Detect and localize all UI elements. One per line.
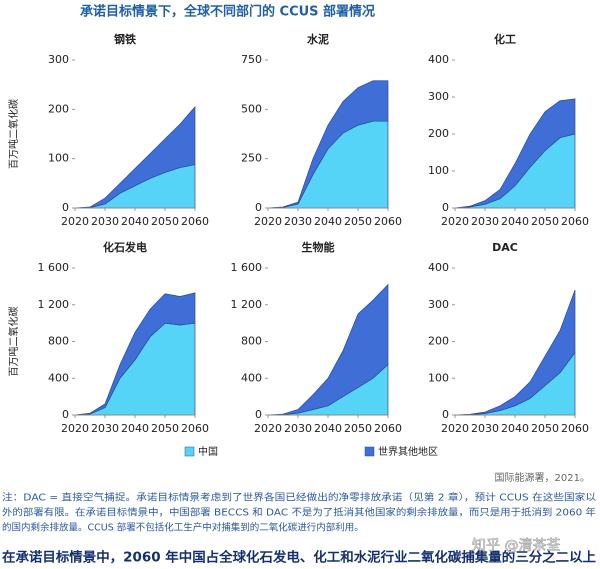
panel-title: 钢铁 <box>114 32 136 46</box>
y-tick-label: 200 <box>428 335 449 348</box>
y-axis-label: 百万吨二氧化碳 <box>7 307 20 377</box>
note-line: 注：DAC = 直接空气捕捉。承诺目标情景考虑到了世界各国已经做出的净零排放承诺… <box>2 492 597 504</box>
y-tick-label: 0 <box>62 408 69 421</box>
y-tick-label: 250 <box>241 152 262 165</box>
y-tick-label: 0 <box>255 408 262 421</box>
area <box>454 98 576 209</box>
panel-title: 水泥 <box>307 32 329 46</box>
x-tick-label: 2050 <box>151 422 179 435</box>
x-tick-label: 2040 <box>314 215 342 228</box>
x-tick-label: 2020 <box>441 215 469 228</box>
x-tick-label: 2030 <box>284 422 312 435</box>
y-axis-label: 百万吨二氧化碳 <box>7 99 20 169</box>
y-tick-label: 100 <box>428 371 449 384</box>
x-tick-label: 2050 <box>531 422 559 435</box>
x-tick-label: 2030 <box>91 422 119 435</box>
x-tick-label: 2040 <box>501 215 529 228</box>
y-tick-label: 400 <box>48 371 69 384</box>
y-tick-label: 500 <box>241 102 262 115</box>
conclusion: 在承诺目标情景中，2060 年中国占全球化石发电、化工和水泥行业二氧化碳捕集量的… <box>2 550 596 566</box>
y-tick-label: 400 <box>428 261 449 274</box>
x-tick-label: 2060 <box>374 422 402 435</box>
y-tick-label: 400 <box>241 371 262 384</box>
x-tick-label: 2040 <box>501 422 529 435</box>
note-line: 外的部署有限。在承诺目标情景中，中国部署 BECCS 和 DAC 不是为了抵消其… <box>2 507 597 519</box>
panel-title: 生物能 <box>302 240 335 254</box>
x-tick-label: 2020 <box>254 422 282 435</box>
y-tick-label: 100 <box>48 152 69 165</box>
x-tick-label: 2030 <box>91 215 119 228</box>
note-line: 的国内剩余排放量。CCUS 部署不包括化工生产中对捕集到的二氧化碳进行内部利用。 <box>2 522 364 534</box>
area <box>454 289 576 416</box>
y-tick-label: 750 <box>241 53 262 66</box>
x-tick-label: 2060 <box>374 215 402 228</box>
legend-swatch <box>364 446 375 457</box>
y-tick-label: 0 <box>442 408 449 421</box>
y-tick-label: 800 <box>241 335 262 348</box>
x-tick-label: 2030 <box>284 215 312 228</box>
x-tick-label: 2030 <box>471 422 499 435</box>
y-tick-label: 1 200 <box>38 298 70 311</box>
area <box>267 283 389 416</box>
x-tick-label: 2060 <box>181 422 209 435</box>
x-tick-label: 2060 <box>561 422 589 435</box>
watermark: 知乎 @清茶荃 <box>472 537 560 554</box>
panel-title: 化工 <box>494 32 516 46</box>
legend-swatch <box>184 446 195 457</box>
page-title: 承诺目标情景下，全球不同部门的 CCUS 部署情况 <box>80 4 375 20</box>
x-tick-label: 2040 <box>121 422 149 435</box>
x-tick-label: 2020 <box>441 422 469 435</box>
legend-label: 世界其他地区 <box>378 445 438 458</box>
y-tick-label: 200 <box>428 127 449 140</box>
x-tick-label: 2050 <box>344 422 372 435</box>
x-tick-label: 2060 <box>181 215 209 228</box>
y-tick-label: 0 <box>442 201 449 214</box>
legend-label: 中国 <box>198 445 218 458</box>
source: 国际能源署，2021。 <box>495 471 590 484</box>
x-tick-label: 2040 <box>314 422 342 435</box>
y-tick-label: 200 <box>48 102 69 115</box>
x-tick-label: 2020 <box>61 422 89 435</box>
y-tick-label: 300 <box>428 298 449 311</box>
panel-title: DAC <box>492 241 518 254</box>
y-tick-label: 800 <box>48 335 69 348</box>
y-tick-label: 0 <box>62 201 69 214</box>
x-tick-label: 2050 <box>531 215 559 228</box>
y-tick-label: 1 200 <box>231 298 263 311</box>
x-tick-label: 2050 <box>344 215 372 228</box>
y-tick-label: 1 600 <box>231 261 263 274</box>
area <box>74 292 196 416</box>
area <box>74 105 196 209</box>
y-tick-label: 400 <box>428 53 449 66</box>
x-tick-label: 2040 <box>121 215 149 228</box>
panel-title: 化石发电 <box>103 240 147 254</box>
y-tick-label: 1 600 <box>38 261 70 274</box>
y-tick-label: 0 <box>255 201 262 214</box>
x-tick-label: 2050 <box>151 215 179 228</box>
x-tick-label: 2020 <box>61 215 89 228</box>
y-tick-label: 300 <box>48 53 69 66</box>
x-tick-label: 2060 <box>561 215 589 228</box>
x-tick-label: 2030 <box>471 215 499 228</box>
y-tick-label: 300 <box>428 90 449 103</box>
x-tick-label: 2020 <box>254 215 282 228</box>
area <box>267 80 389 209</box>
y-tick-label: 100 <box>428 164 449 177</box>
